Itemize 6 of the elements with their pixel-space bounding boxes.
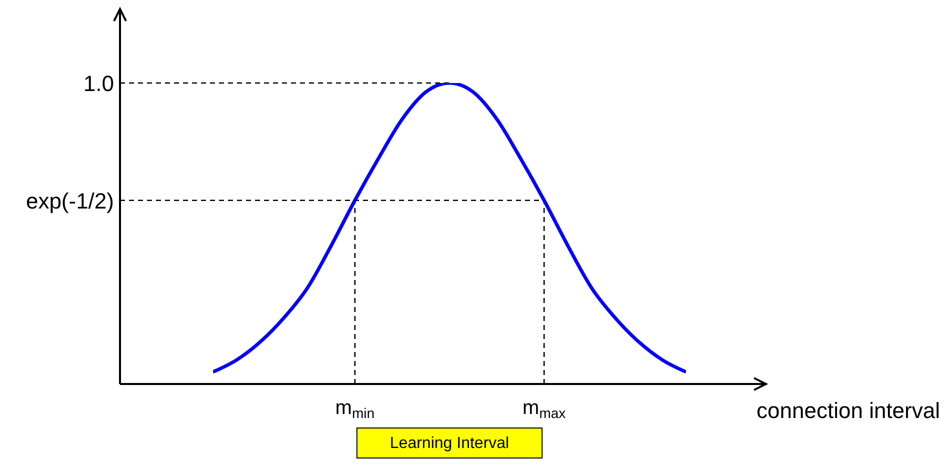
text: Learning Interval — [390, 435, 510, 452]
ref-line-label: exp(-1/2) — [26, 188, 114, 214]
x-axis-title: connection interval — [756, 398, 940, 423]
x-tick-label: m$_{min}$ — [335, 397, 375, 422]
ref-line-label: 1.0 — [83, 71, 114, 96]
x-tick-label: m$_{max}$ — [522, 397, 566, 422]
